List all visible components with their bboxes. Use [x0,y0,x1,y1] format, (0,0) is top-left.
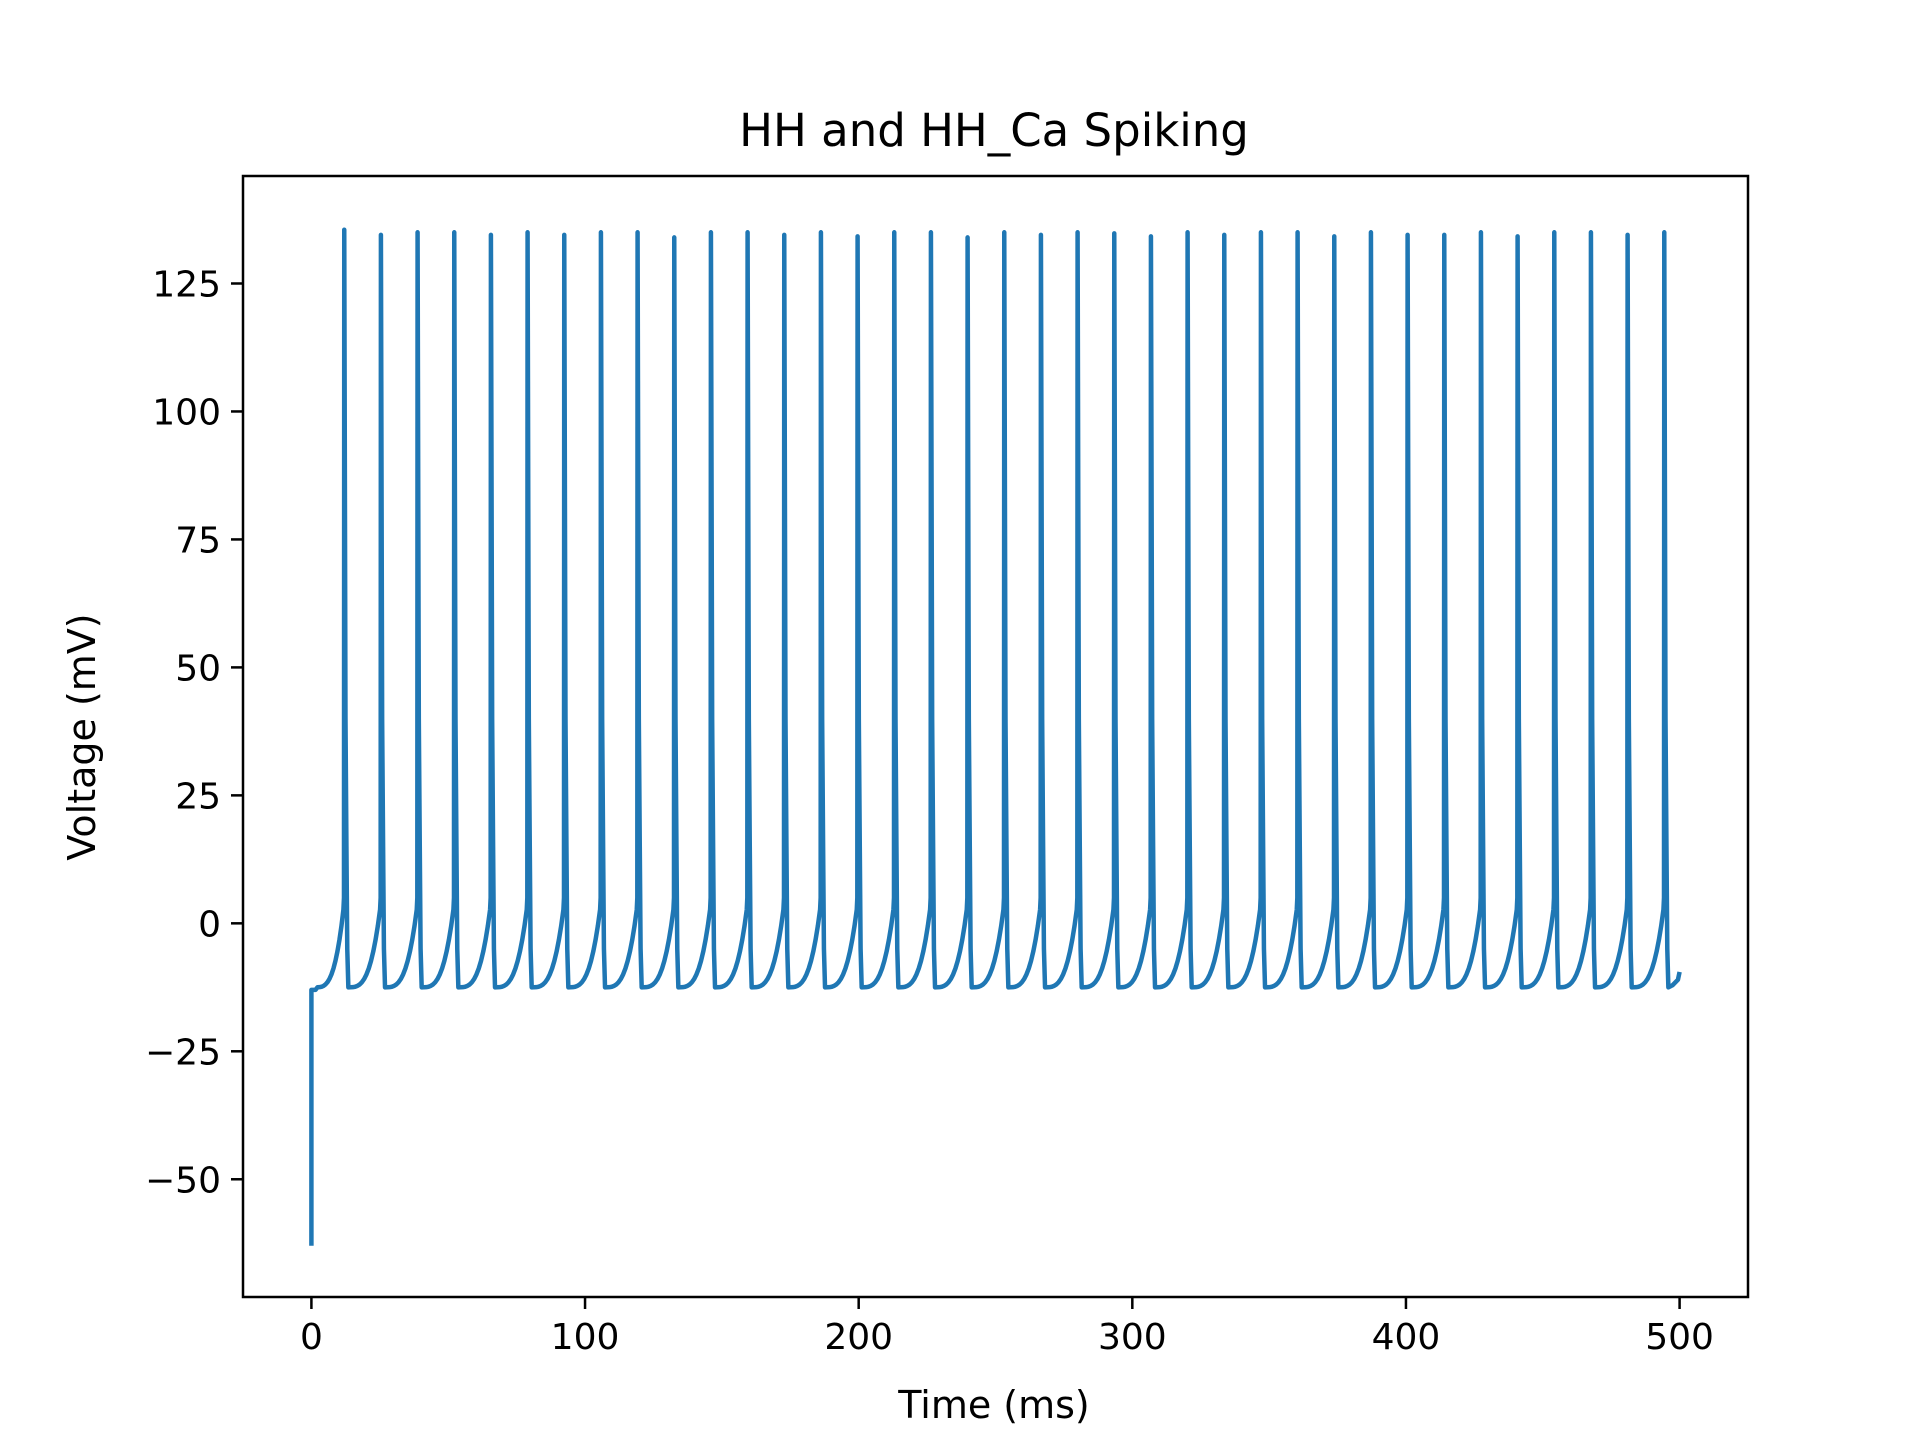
y-tick-label: 25 [175,776,221,817]
y-tick-label: 100 [152,392,221,433]
series-line [309,227,1682,1246]
axis-ticks: 0 100 200 300 400 500 −50 −25 0 25 50 75 100 125 [145,264,1714,1358]
y-tick-label: −25 [145,1032,221,1073]
x-tick-label: 200 [824,1317,893,1358]
x-tick-label: 400 [1372,1317,1441,1358]
y-tick-label: 125 [152,264,221,305]
x-tick-label: 0 [300,1317,323,1358]
x-tick-label: 100 [551,1317,620,1358]
y-tick-label: −50 [145,1160,221,1201]
x-tick-label: 500 [1645,1317,1714,1358]
y-tick-label: 0 [198,904,221,945]
y-tick-label: 75 [175,520,221,561]
x-tick-label: 300 [1098,1317,1167,1358]
y-axis-label: Voltage (mV) [60,613,104,860]
y-tick-label: 50 [175,648,221,689]
plot-frame [241,174,1750,1299]
x-axis-label: Time (ms) [897,1383,1090,1427]
chart-title: HH and HH_Ca Spiking [739,104,1249,157]
